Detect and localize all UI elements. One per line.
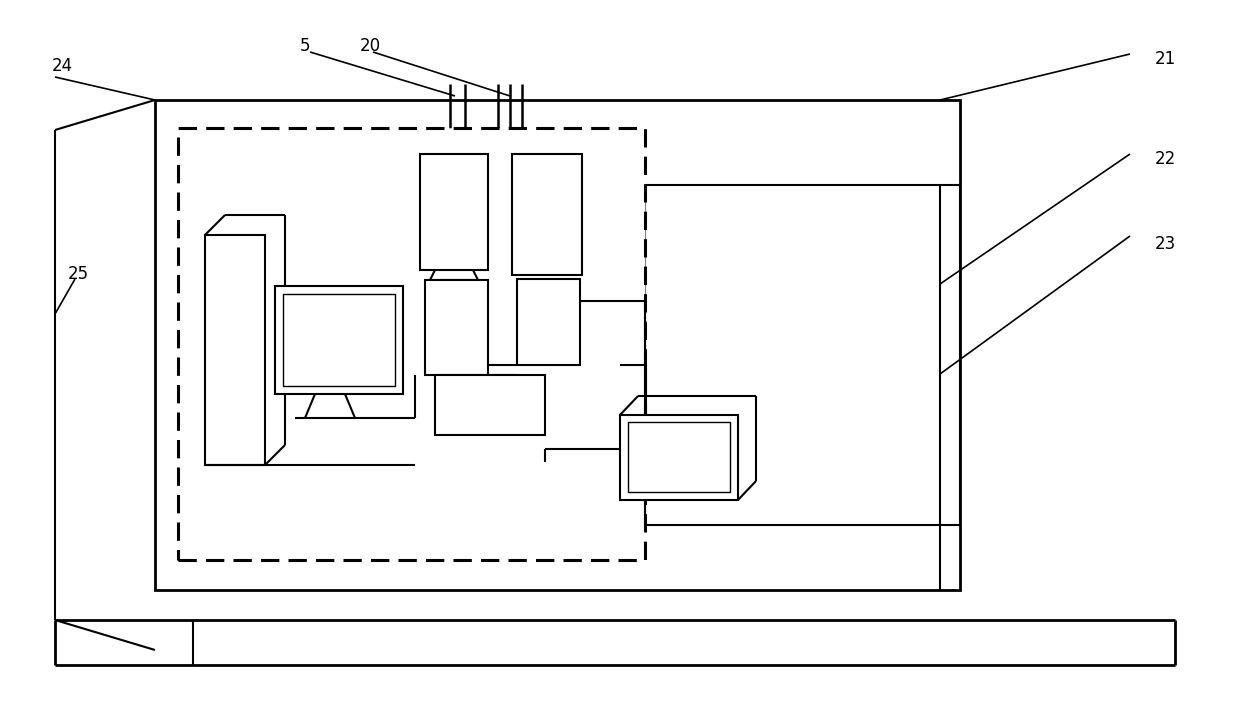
Bar — [512, 154, 582, 275]
Bar — [420, 154, 489, 270]
Bar — [435, 375, 546, 435]
Text: 21: 21 — [1154, 50, 1177, 68]
Bar — [645, 185, 960, 525]
Bar — [275, 286, 403, 394]
Text: 5: 5 — [300, 37, 310, 55]
Text: 25: 25 — [68, 265, 89, 283]
Text: 24: 24 — [52, 57, 73, 75]
Bar — [155, 100, 960, 590]
Bar — [425, 280, 489, 375]
Bar — [517, 279, 580, 365]
Bar — [179, 128, 645, 560]
Bar — [283, 294, 396, 386]
Bar — [205, 235, 265, 465]
Bar — [620, 415, 738, 500]
Text: 22: 22 — [1154, 150, 1177, 168]
Text: 20: 20 — [360, 37, 381, 55]
Text: 23: 23 — [1154, 235, 1177, 253]
Bar — [627, 422, 730, 492]
